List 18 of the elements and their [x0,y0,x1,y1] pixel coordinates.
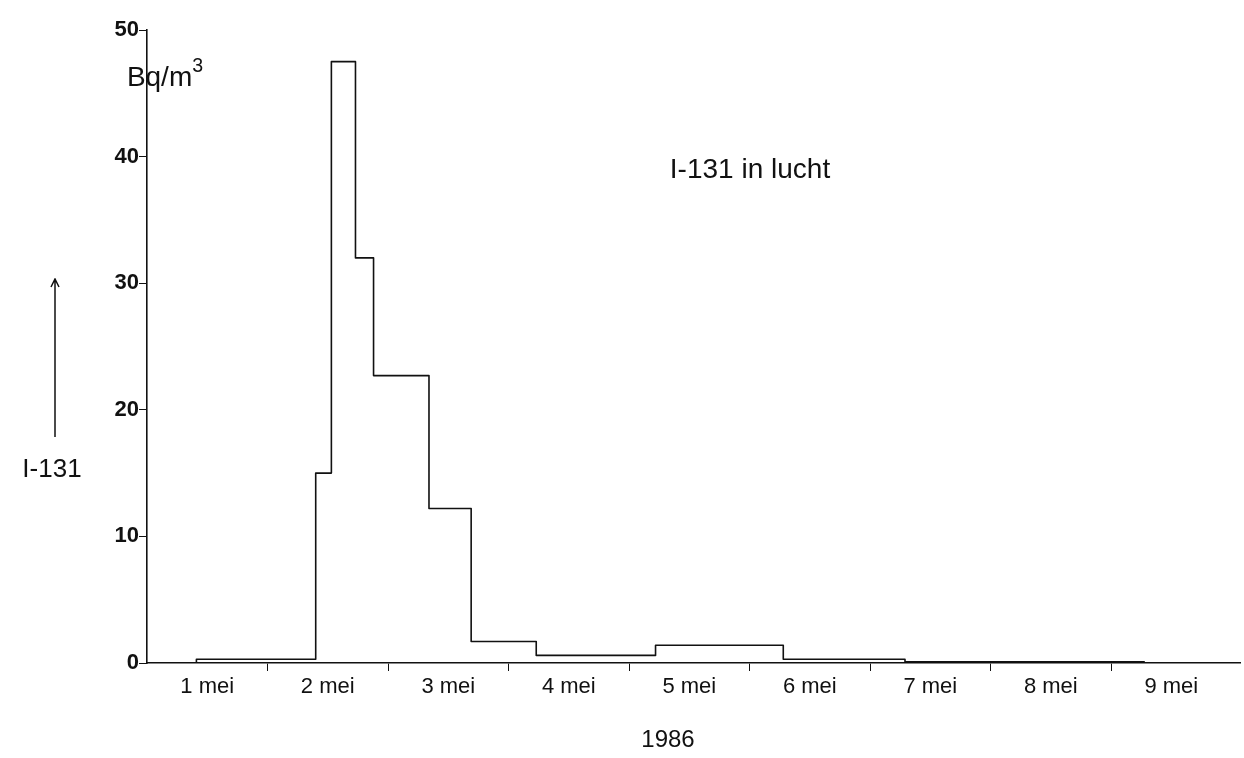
y-axis-title: I-131 [22,453,82,484]
y-tick-label: 30 [114,269,139,295]
y-tick-label: 20 [114,395,139,421]
x-tick-label: 6 mei [782,673,837,699]
x-tick-label: 3 mei [421,673,476,699]
y-tick-label: 0 [126,649,139,675]
x-tick-label: 5 mei [662,673,717,699]
x-axis-title: 1986 [641,724,695,752]
x-tick-label: 4 mei [541,673,596,699]
y-tick-label: 10 [114,522,139,548]
x-tick-label: 8 mei [1023,673,1078,699]
annotation: I-131 in lucht [669,152,831,184]
y-tick-label: 40 [114,142,139,168]
x-tick-label: 9 mei [1144,673,1199,699]
x-tick-label: 1 mei [180,673,235,699]
x-tick-label: 7 mei [903,673,958,699]
x-tick-label: 2 mei [300,673,355,699]
y-tick-label: 50 [114,16,139,42]
